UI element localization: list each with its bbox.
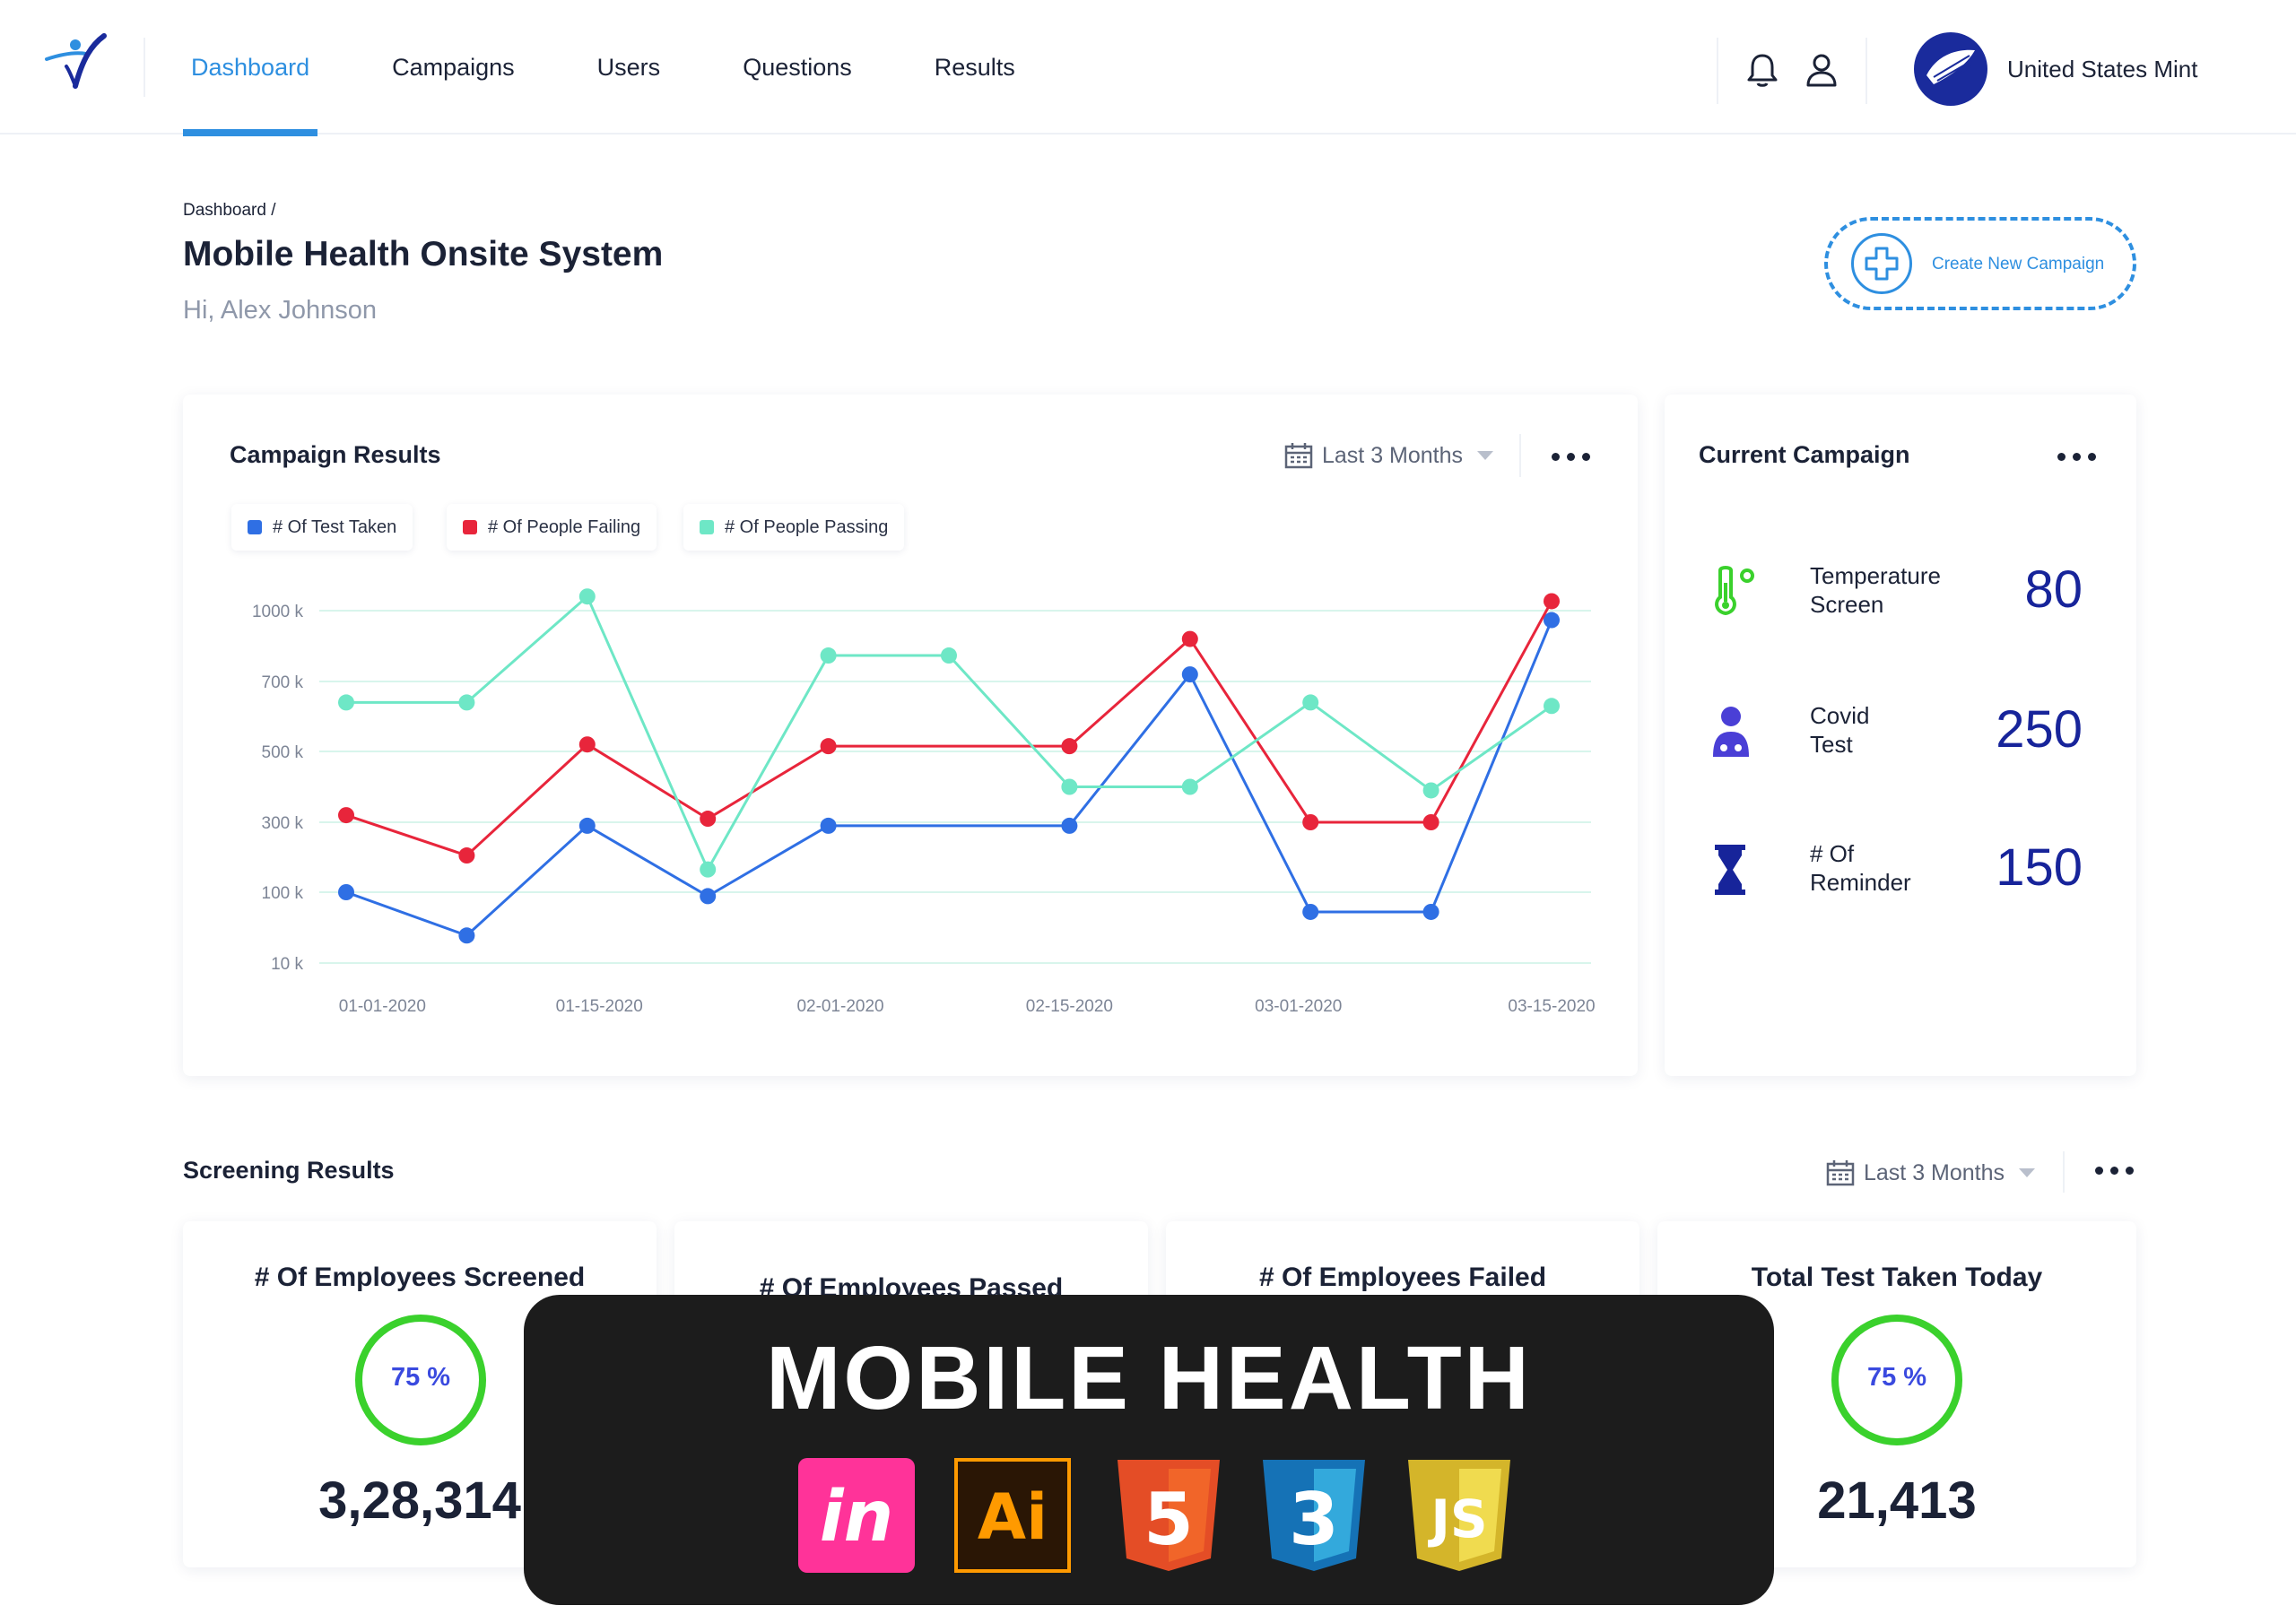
campaign-results-title: Campaign Results xyxy=(230,441,441,468)
nav-users[interactable]: Users xyxy=(596,54,661,81)
banner-title: MOBILE HEALTH xyxy=(766,1328,1532,1428)
chevron-down-icon xyxy=(1477,451,1494,460)
stat-title: Total Test Taken Today xyxy=(1751,1263,2043,1292)
campaign-item-reminder[interactable]: # Of Reminder 150 xyxy=(1665,823,2136,913)
main-nav: Dashboard Campaigns Users Questions Resu… xyxy=(183,0,1090,136)
legend-people-passing[interactable]: # Of People Passing xyxy=(683,504,905,551)
progress-ring xyxy=(1831,1315,1962,1445)
stat-value: 3,28,314 xyxy=(318,1471,521,1530)
campaign-item-value: 80 xyxy=(2024,560,2083,619)
svg-text:3: 3 xyxy=(1289,1478,1339,1561)
current-campaign-title: Current Campaign xyxy=(1699,441,1910,468)
header-divider xyxy=(1866,38,1867,104)
stat-value: 21,413 xyxy=(1817,1471,1977,1530)
campaign-item-value: 150 xyxy=(1996,838,2083,897)
campaign-item-covid-test[interactable]: Covid Test 250 xyxy=(1665,685,2136,775)
legend-label: # Of People Passing xyxy=(725,516,889,537)
nav-questions[interactable]: Questions xyxy=(743,54,852,81)
create-new-campaign-label: Create New Campaign xyxy=(1932,255,2105,273)
illustrator-icon: Ai xyxy=(954,1458,1071,1573)
campaign-range-dropdown[interactable]: Last 3 Months xyxy=(1284,438,1494,473)
screening-more-options-icon[interactable] xyxy=(2093,1162,2138,1180)
screening-range-dropdown[interactable]: Last 3 Months xyxy=(1826,1155,2036,1191)
campaign-item-label: # Of Reminder xyxy=(1810,840,1911,896)
legend-label: # Of People Failing xyxy=(488,516,641,537)
legend-test-taken[interactable]: # Of Test Taken xyxy=(231,504,413,551)
legend-people-failing[interactable]: # Of People Failing xyxy=(447,504,657,551)
svg-text:JS: JS xyxy=(1427,1488,1487,1549)
page-title: Mobile Health Onsite System xyxy=(183,235,664,273)
campaign-range-label: Last 3 Months xyxy=(1322,442,1464,468)
plus-circle-icon xyxy=(1851,233,1912,294)
html5-icon: 5 xyxy=(1118,1460,1220,1571)
nav-dashboard[interactable]: Dashboard xyxy=(183,0,318,136)
screening-results-title: Screening Results xyxy=(183,1157,395,1184)
section-divider xyxy=(2063,1151,2065,1193)
screening-range-label: Last 3 Months xyxy=(1864,1159,2005,1185)
logo-divider xyxy=(144,38,145,97)
chevron-down-icon xyxy=(2019,1168,2036,1177)
legend-swatch xyxy=(463,520,477,534)
create-new-campaign-button[interactable]: Create New Campaign xyxy=(1824,217,2136,310)
svg-text:5: 5 xyxy=(1144,1478,1194,1561)
campaign-item-value: 250 xyxy=(1996,700,2083,759)
legend-label: # Of Test Taken xyxy=(273,516,397,537)
nav-results[interactable]: Results xyxy=(934,54,1015,81)
hourglass-icon xyxy=(1715,845,1745,895)
javascript-icon: JS xyxy=(1408,1460,1510,1571)
stat-title: # Of Employees Screened xyxy=(254,1263,586,1292)
breadcrumb[interactable]: Dashboard / xyxy=(183,201,276,220)
stat-percent: 75 % xyxy=(1866,1363,1927,1392)
progress-ring xyxy=(355,1315,486,1445)
bell-icon[interactable] xyxy=(1745,52,1779,88)
nav-campaigns[interactable]: Campaigns xyxy=(392,54,515,81)
legend-swatch xyxy=(700,520,714,534)
thermometer-icon xyxy=(1715,566,1754,616)
current-campaign-more-options-icon[interactable] xyxy=(2056,448,2100,466)
invision-icon: in xyxy=(798,1458,915,1573)
campaign-item-label: Temperature Screen xyxy=(1810,562,1941,618)
promo-banner: MOBILE HEALTH in Ai 5 3 JS xyxy=(524,1295,1774,1605)
header-divider xyxy=(1717,38,1718,104)
campaign-item-temperature[interactable]: Temperature Screen 80 xyxy=(1665,545,2136,635)
user-icon[interactable] xyxy=(1805,52,1839,88)
current-campaign-card: Current Campaign Temperature Screen 80 Co… xyxy=(1665,395,2136,1076)
stat-percent: 75 % xyxy=(390,1363,451,1392)
greeting-text: Hi, Alex Johnson xyxy=(183,296,378,325)
calendar-icon xyxy=(1284,443,1313,469)
campaign-results-card: Campaign Results Last 3 Months xyxy=(183,395,1638,1076)
svg-text:in: in xyxy=(820,1477,893,1558)
stat-title: # Of Employees Failed xyxy=(1258,1263,1547,1292)
calendar-icon xyxy=(1826,1160,1855,1186)
doctor-icon xyxy=(1713,707,1749,757)
app-logo-icon[interactable] xyxy=(39,32,111,91)
legend-swatch xyxy=(248,520,262,534)
eagle-seal-icon xyxy=(1926,49,1975,85)
campaign-more-options-icon[interactable] xyxy=(1550,448,1595,466)
organization-logo[interactable] xyxy=(1914,32,1987,106)
organization-name[interactable]: United States Mint xyxy=(2007,56,2198,82)
card-divider xyxy=(1519,434,1521,477)
top-navigation-bar: Dashboard Campaigns Users Questions Resu… xyxy=(0,0,2296,136)
svg-text:Ai: Ai xyxy=(978,1480,1048,1554)
css3-icon: 3 xyxy=(1263,1460,1365,1571)
campaign-item-label: Covid Test xyxy=(1810,702,1870,758)
